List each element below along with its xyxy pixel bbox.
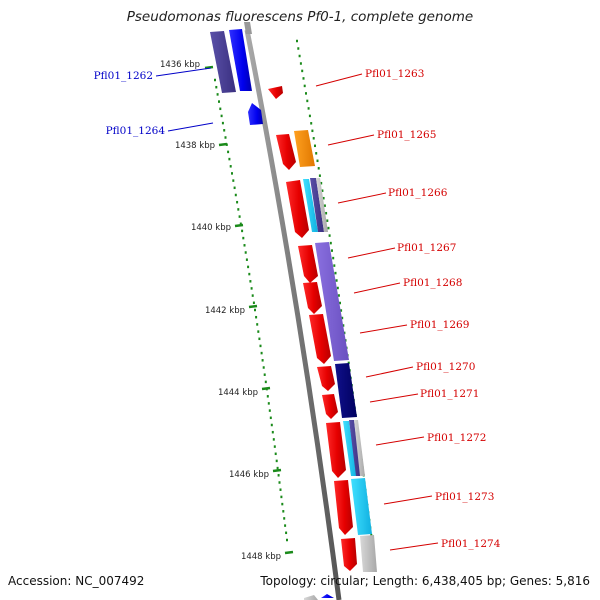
kbp-label: 1446 kbp <box>229 470 269 480</box>
leader-line <box>375 436 425 446</box>
kbp-scale: 1436 kbp 1438 kbp 1440 kbp 1442 kbp 1444… <box>160 60 294 562</box>
topology-text: Topology: circular; Length: 6,438,405 bp… <box>260 574 590 588</box>
gene-block-pfl01-1272-c[interactable] <box>354 420 365 476</box>
gene-label-pfl01-1273[interactable]: Pfl01_1273 <box>435 491 494 503</box>
leader-line <box>337 192 387 204</box>
gene-arrow-pfl01-1265[interactable] <box>276 134 296 170</box>
leader-line <box>347 247 396 259</box>
forward-strand-features <box>210 29 334 598</box>
gene-label-pfl01-1266[interactable]: Pfl01_1266 <box>388 187 448 199</box>
gene-arrow-pfl01-1274[interactable] <box>341 538 357 571</box>
gene-arrow-pfl01-1263[interactable] <box>268 86 283 99</box>
gene-block-pfl01-1266-c[interactable] <box>316 178 328 232</box>
leader-line <box>359 324 408 334</box>
gene-labels: Pfl01_1262 Pfl01_1263 Pfl01_1264 Pfl01_1… <box>94 68 501 550</box>
gene-block-pfl01-1266-b[interactable] <box>310 178 324 232</box>
gene-label-pfl01-1274[interactable]: Pfl01_1274 <box>441 538 501 550</box>
leader-line <box>155 67 212 77</box>
gene-arrow-pfl01-1268[interactable] <box>303 282 322 314</box>
kbp-label: 1440 kbp <box>191 223 231 233</box>
gene-label-pfl01-1271[interactable]: Pfl01_1271 <box>420 388 479 400</box>
gene-block-pfl01-1265[interactable] <box>294 130 315 167</box>
gene-block-pfl01-1273[interactable] <box>351 478 372 535</box>
accession-text: Accession: NC_007492 <box>8 574 145 588</box>
kbp-tick <box>272 468 282 473</box>
gene-arrow-pfl01-1262[interactable] <box>229 29 252 91</box>
reverse-strand-features <box>268 86 377 600</box>
gene-label-pfl01-1272[interactable]: Pfl01_1272 <box>427 432 486 444</box>
gene-arrow-pfl01-1271[interactable] <box>322 394 338 419</box>
leader-line <box>389 542 439 551</box>
gene-label-pfl01-1269[interactable]: Pfl01_1269 <box>410 319 469 331</box>
gene-arrow-pfl01-1264[interactable] <box>248 103 263 125</box>
kbp-tick <box>248 304 258 309</box>
leader-line <box>167 122 214 132</box>
gene-block-pfl01-1267-1269[interactable] <box>315 242 349 361</box>
gene-label-pfl01-1264[interactable]: Pfl01_1264 <box>106 125 166 137</box>
gene-label-pfl01-1263[interactable]: Pfl01_1263 <box>365 68 424 80</box>
gene-label-pfl01-1265[interactable]: Pfl01_1265 <box>377 129 436 141</box>
genome-backbone <box>244 29 342 600</box>
map-title: Pseudomonas fluorescens Pf0-1, complete … <box>126 9 474 25</box>
gene-block-next[interactable] <box>304 595 318 600</box>
leader-line <box>369 393 419 403</box>
gene-label-pfl01-1270[interactable]: Pfl01_1270 <box>416 361 475 373</box>
gene-arrow-pfl01-1262-a[interactable] <box>210 31 236 93</box>
leader-line <box>327 134 375 146</box>
leader-line <box>365 366 414 378</box>
kbp-tick <box>204 65 214 70</box>
leader-line <box>383 495 433 505</box>
gene-arrow-pfl01-1273[interactable] <box>334 480 353 535</box>
kbp-label: 1438 kbp <box>175 141 215 151</box>
gene-block-pfl01-1266-a[interactable] <box>303 179 318 232</box>
backbone-cap <box>244 22 252 34</box>
gene-arrow-next[interactable] <box>321 594 334 598</box>
gene-label-pfl01-1268[interactable]: Pfl01_1268 <box>403 277 462 289</box>
kbp-label: 1442 kbp <box>205 306 245 316</box>
gene-block-pfl01-1274[interactable] <box>360 535 377 572</box>
kbp-label: 1436 kbp <box>160 60 200 70</box>
gene-arrow-pfl01-1270[interactable] <box>317 366 335 391</box>
gene-block-pfl01-1272-b[interactable] <box>349 420 361 476</box>
gene-arrow-pfl01-1267[interactable] <box>298 245 318 283</box>
gene-arrow-pfl01-1266[interactable] <box>286 180 309 238</box>
gene-block-pfl01-1270-1271[interactable] <box>335 363 357 418</box>
kbp-label: 1444 kbp <box>218 388 258 398</box>
kbp-tick <box>218 142 228 147</box>
leader-line <box>315 73 363 87</box>
gene-arrow-pfl01-1272[interactable] <box>326 422 346 478</box>
gene-label-pfl01-1262[interactable]: Pfl01_1262 <box>94 70 153 82</box>
gene-arrow-pfl01-1269[interactable] <box>309 314 331 364</box>
kbp-tick <box>234 223 244 228</box>
gene-block-pfl01-1272-a[interactable] <box>343 421 357 476</box>
leader-line <box>353 282 401 294</box>
kbp-tick <box>261 386 271 391</box>
gene-label-pfl01-1267[interactable]: Pfl01_1267 <box>397 242 456 254</box>
kbp-tick <box>284 550 294 555</box>
label-leaders <box>155 67 439 551</box>
kbp-label: 1448 kbp <box>241 552 281 562</box>
